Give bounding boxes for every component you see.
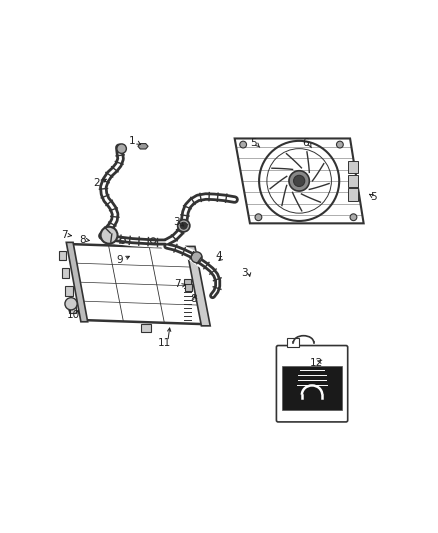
Text: 4: 4 — [215, 251, 222, 261]
Bar — [348, 175, 358, 187]
Circle shape — [178, 220, 190, 232]
Circle shape — [180, 222, 187, 229]
Bar — [184, 279, 191, 286]
FancyBboxPatch shape — [276, 345, 348, 422]
Bar — [59, 251, 66, 260]
Text: 11: 11 — [157, 338, 171, 348]
Bar — [66, 286, 73, 296]
Bar — [348, 188, 358, 200]
Text: 10: 10 — [67, 310, 80, 320]
Text: 3: 3 — [241, 268, 248, 278]
Bar — [62, 268, 70, 278]
Text: 2: 2 — [93, 177, 99, 188]
Text: 12: 12 — [310, 358, 323, 368]
Polygon shape — [66, 243, 88, 322]
Circle shape — [191, 252, 202, 263]
Circle shape — [240, 141, 247, 148]
Text: 7: 7 — [174, 279, 181, 289]
Circle shape — [255, 214, 262, 221]
Polygon shape — [235, 139, 364, 223]
Bar — [141, 325, 152, 332]
Text: 6: 6 — [303, 138, 309, 148]
Text: 7: 7 — [61, 230, 67, 240]
Bar — [287, 338, 300, 347]
Polygon shape — [186, 246, 210, 326]
Circle shape — [336, 141, 343, 148]
Text: 1: 1 — [129, 136, 135, 146]
Bar — [282, 366, 342, 410]
Circle shape — [293, 175, 305, 187]
Text: 9: 9 — [117, 255, 123, 265]
Polygon shape — [138, 143, 148, 149]
Text: 3: 3 — [173, 216, 180, 227]
Text: 8: 8 — [79, 235, 86, 245]
Circle shape — [289, 171, 309, 191]
Bar — [69, 304, 76, 313]
Circle shape — [350, 214, 357, 221]
Text: 8: 8 — [190, 294, 197, 304]
Circle shape — [101, 227, 117, 244]
Bar — [348, 161, 358, 173]
Text: 5: 5 — [370, 192, 377, 202]
Text: 5: 5 — [250, 138, 257, 148]
Circle shape — [65, 297, 77, 310]
Polygon shape — [69, 244, 204, 324]
Bar — [185, 285, 192, 291]
Circle shape — [117, 144, 127, 154]
